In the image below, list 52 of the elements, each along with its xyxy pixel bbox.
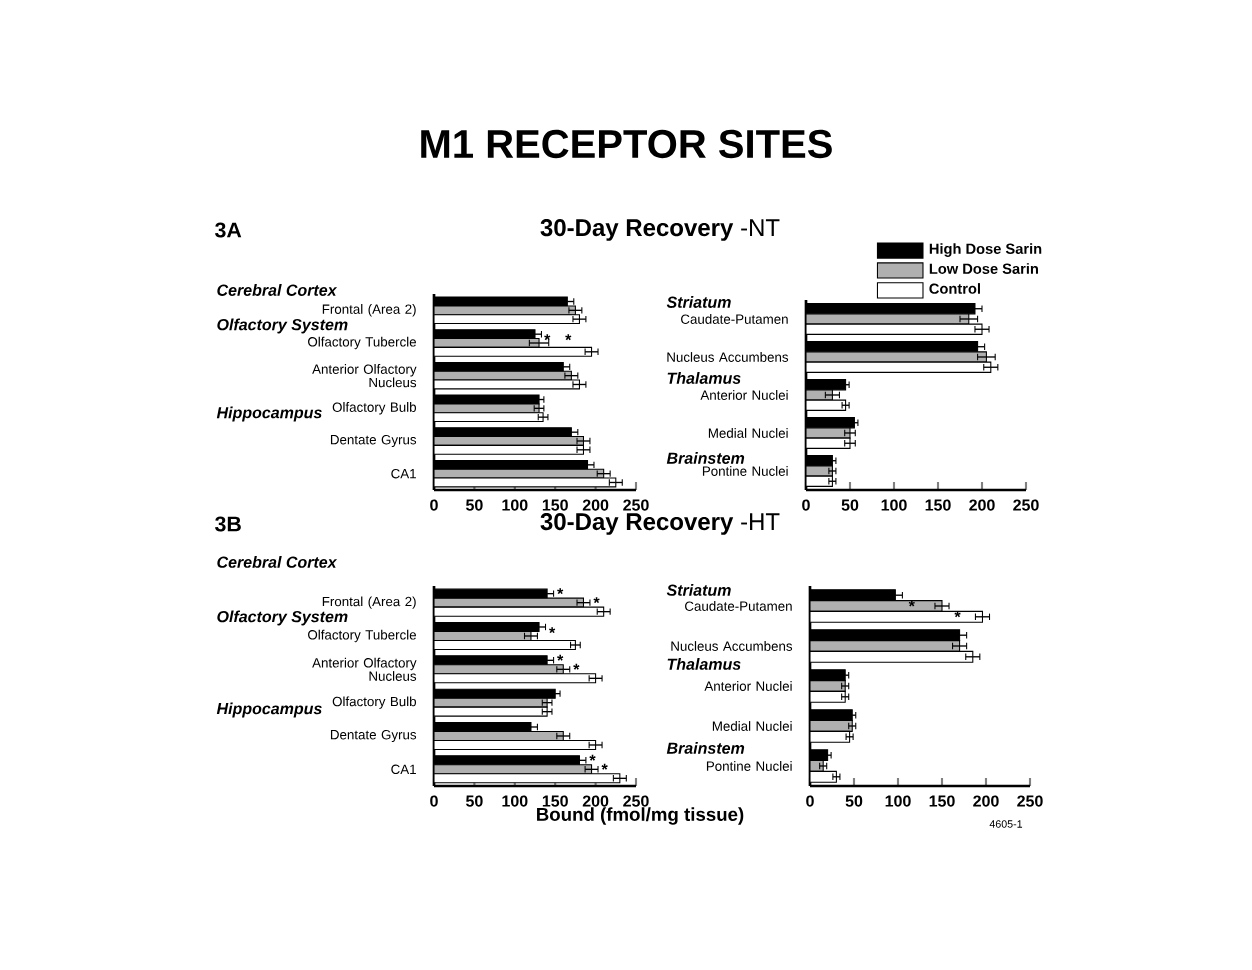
text: Thalamus [667,658,741,670]
text: Olfactory System [217,318,348,334]
x-tick-label: 150 [542,795,568,807]
x-tick-label: 200 [582,499,609,511]
x-tick-label: 200 [582,795,609,807]
annotation: * [557,654,564,661]
text: Olfactory System [217,610,348,626]
text: Striatum [666,584,731,596]
text: Cerebral Cortex [217,556,338,568]
text: Hippocampus [216,406,322,422]
x-tick-label: 50 [466,795,483,807]
annotation: * [589,754,596,761]
x-tick-label: 150 [925,499,951,511]
x-tick-label: 50 [845,795,863,807]
text: 30-Day Recovery -NT [540,219,780,241]
text: Cerebral Cortex [217,284,338,296]
text: Striatum [666,296,731,308]
x-tick-label: 250 [623,795,649,807]
annotation: * [557,588,564,595]
x-tick-label: 150 [542,499,568,511]
x-tick-label: 200 [973,795,999,807]
text: M1 RECEPTOR SITES [421,129,832,159]
annotation: * [908,600,915,607]
text: 3A [215,222,242,238]
x-tick-label: 250 [1017,795,1043,807]
text: 30-Day Recovery -HT [540,513,780,535]
x-tick-label: 250 [1013,499,1039,511]
x-axis-title: Bound (fmol/mg tissue) [537,807,744,825]
annotation: * [573,663,580,670]
text: Hippocampus [216,702,322,718]
x-tick-label: 0 [806,795,814,807]
x-tick-label: 150 [929,795,955,807]
text: Brainstem [666,742,745,754]
x-tick-label: 50 [841,499,859,511]
x-tick-label: 0 [430,795,438,807]
x-tick-label: 200 [969,499,995,511]
text: Thalamus [667,372,741,384]
x-tick-label: 50 [466,499,483,511]
text: Brainstem [666,452,745,464]
annotation: * [565,334,572,341]
x-tick-label: 0 [430,499,438,511]
x-tick-label: 100 [881,499,907,511]
x-tick-label: 250 [623,499,649,511]
x-tick-label: 100 [502,499,528,511]
annotation: * [601,763,608,770]
x-tick-label: 0 [802,499,810,511]
text: 3B [215,516,241,532]
annotation: * [593,597,600,604]
annotation: * [549,627,556,634]
x-tick-label: 100 [502,795,528,807]
annotation: * [544,334,551,341]
x-tick-label: 100 [885,795,911,807]
